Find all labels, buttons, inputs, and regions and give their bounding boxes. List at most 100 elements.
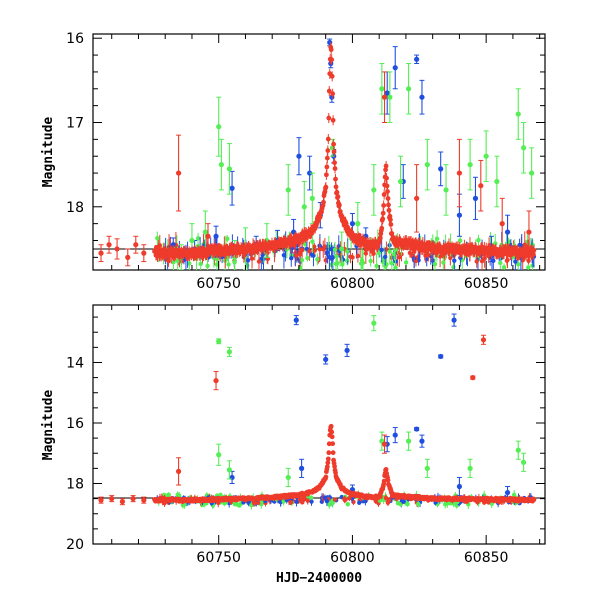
top-bg-point [498, 260, 503, 266]
bottom-green-point [521, 459, 527, 465]
bottom-outburst-point [326, 441, 332, 447]
bottom-outburst-point [325, 456, 331, 462]
top-green-point [397, 178, 404, 185]
bottom-bg-point [383, 495, 389, 501]
top-green-point [387, 94, 393, 100]
top-red-point [175, 170, 182, 176]
top-outburst-point [386, 202, 391, 208]
bottom-red-point [213, 378, 219, 384]
top-bg-point [457, 238, 463, 243]
bottom-red-point [141, 497, 147, 503]
bottom-blue-point [438, 353, 444, 360]
top-red-point [381, 94, 388, 100]
bottom-outburst-point [329, 434, 335, 440]
top-outburst-point [386, 207, 392, 213]
top-bg-point [363, 251, 369, 256]
top-bg-point [493, 241, 498, 246]
bottom-red-point [98, 497, 104, 503]
bottom-bg-point [255, 500, 261, 506]
top-outburst-point [330, 91, 336, 97]
top-bg-point [397, 254, 402, 260]
top-bg-point [332, 247, 338, 252]
top-bg-point [312, 248, 318, 253]
bottom-bg-point [294, 499, 299, 505]
top-outburst-point [384, 183, 390, 189]
top-bg-point [504, 258, 510, 263]
top-green-point [371, 187, 377, 193]
bottom-outburst-point [333, 470, 338, 476]
bottom-plot-frame [92, 304, 546, 545]
bottom-outburst-point [330, 450, 336, 456]
top-bg-point [374, 263, 379, 269]
top-bg-point [195, 236, 201, 241]
top-xtick-label: 60750 [196, 276, 241, 292]
bottom-bg-point [443, 502, 448, 507]
bottom-blue-point [451, 317, 457, 323]
top-bg-point [294, 253, 299, 258]
bottom-green-point [216, 452, 222, 458]
bottom-green-point [467, 465, 473, 471]
bottom-blue-point [323, 356, 329, 363]
top-bg-point [307, 249, 312, 254]
top-red-point [478, 183, 484, 189]
top-red-point [456, 170, 463, 176]
top-bg-point [226, 262, 231, 267]
top-blue-point [504, 229, 511, 235]
top-outburst-point [331, 141, 337, 147]
top-bg-point [289, 255, 294, 261]
top-bg-point [297, 252, 303, 257]
bottom-outburst-point [324, 464, 330, 470]
top-blue-point [456, 212, 463, 218]
top-bg-point [299, 257, 305, 263]
top-bg-point [256, 259, 262, 264]
bottom-bg-point [416, 501, 421, 507]
top-green-point [483, 153, 489, 159]
top-blue-point [229, 185, 235, 191]
top-outburst-point [326, 88, 332, 94]
bottom-blue-point [414, 426, 420, 432]
top-green-point [216, 124, 222, 130]
bottom-outburst-point [383, 467, 389, 472]
top-blue-point [384, 90, 390, 96]
top-outburst-point [323, 184, 329, 190]
top-bg-point [327, 254, 332, 260]
top-bg-point [358, 261, 364, 266]
bottom-green-point [371, 320, 377, 326]
top-blue-point [349, 221, 356, 227]
bottom-green-point [424, 465, 430, 471]
bottom-red-point [480, 337, 487, 343]
top-panel: 60750 60800 60850 16 17 18 Magnitude [41, 31, 546, 292]
bottom-blue-point [299, 465, 305, 471]
top-bg-point [214, 257, 220, 262]
top-outburst-point [324, 155, 330, 161]
top-green-point [443, 187, 449, 193]
bottom-bg-point [309, 499, 314, 504]
bottom-blue-point [419, 438, 425, 444]
bottom-green-point [285, 474, 291, 481]
top-outburst-point [329, 57, 335, 63]
bottom-outburst-point [328, 423, 334, 429]
bottom-red-point [130, 496, 136, 502]
top-green-point [339, 246, 345, 252]
top-green-point [521, 145, 527, 151]
top-bg-point [526, 265, 531, 270]
top-bg-point [474, 259, 479, 264]
bottom-bg-point [298, 497, 304, 502]
top-red-point [106, 242, 112, 248]
top-bg-point [305, 255, 310, 261]
top-bg-point [249, 256, 255, 261]
top-outburst-point [381, 203, 387, 208]
bottom-bg-point [357, 500, 362, 505]
top-bg-point [432, 261, 438, 267]
top-ytick-label: 18 [66, 200, 84, 216]
top-outburst-point [332, 160, 337, 166]
top-bg-point [392, 247, 398, 252]
top-green-point [189, 237, 195, 244]
top-bg-point [335, 261, 340, 266]
top-outburst-point [531, 247, 537, 253]
top-bg-point [326, 243, 332, 249]
top-blue-point [327, 39, 333, 46]
top-outburst-point [323, 172, 329, 178]
bottom-green-point [226, 467, 233, 473]
top-outburst-point [331, 149, 337, 155]
